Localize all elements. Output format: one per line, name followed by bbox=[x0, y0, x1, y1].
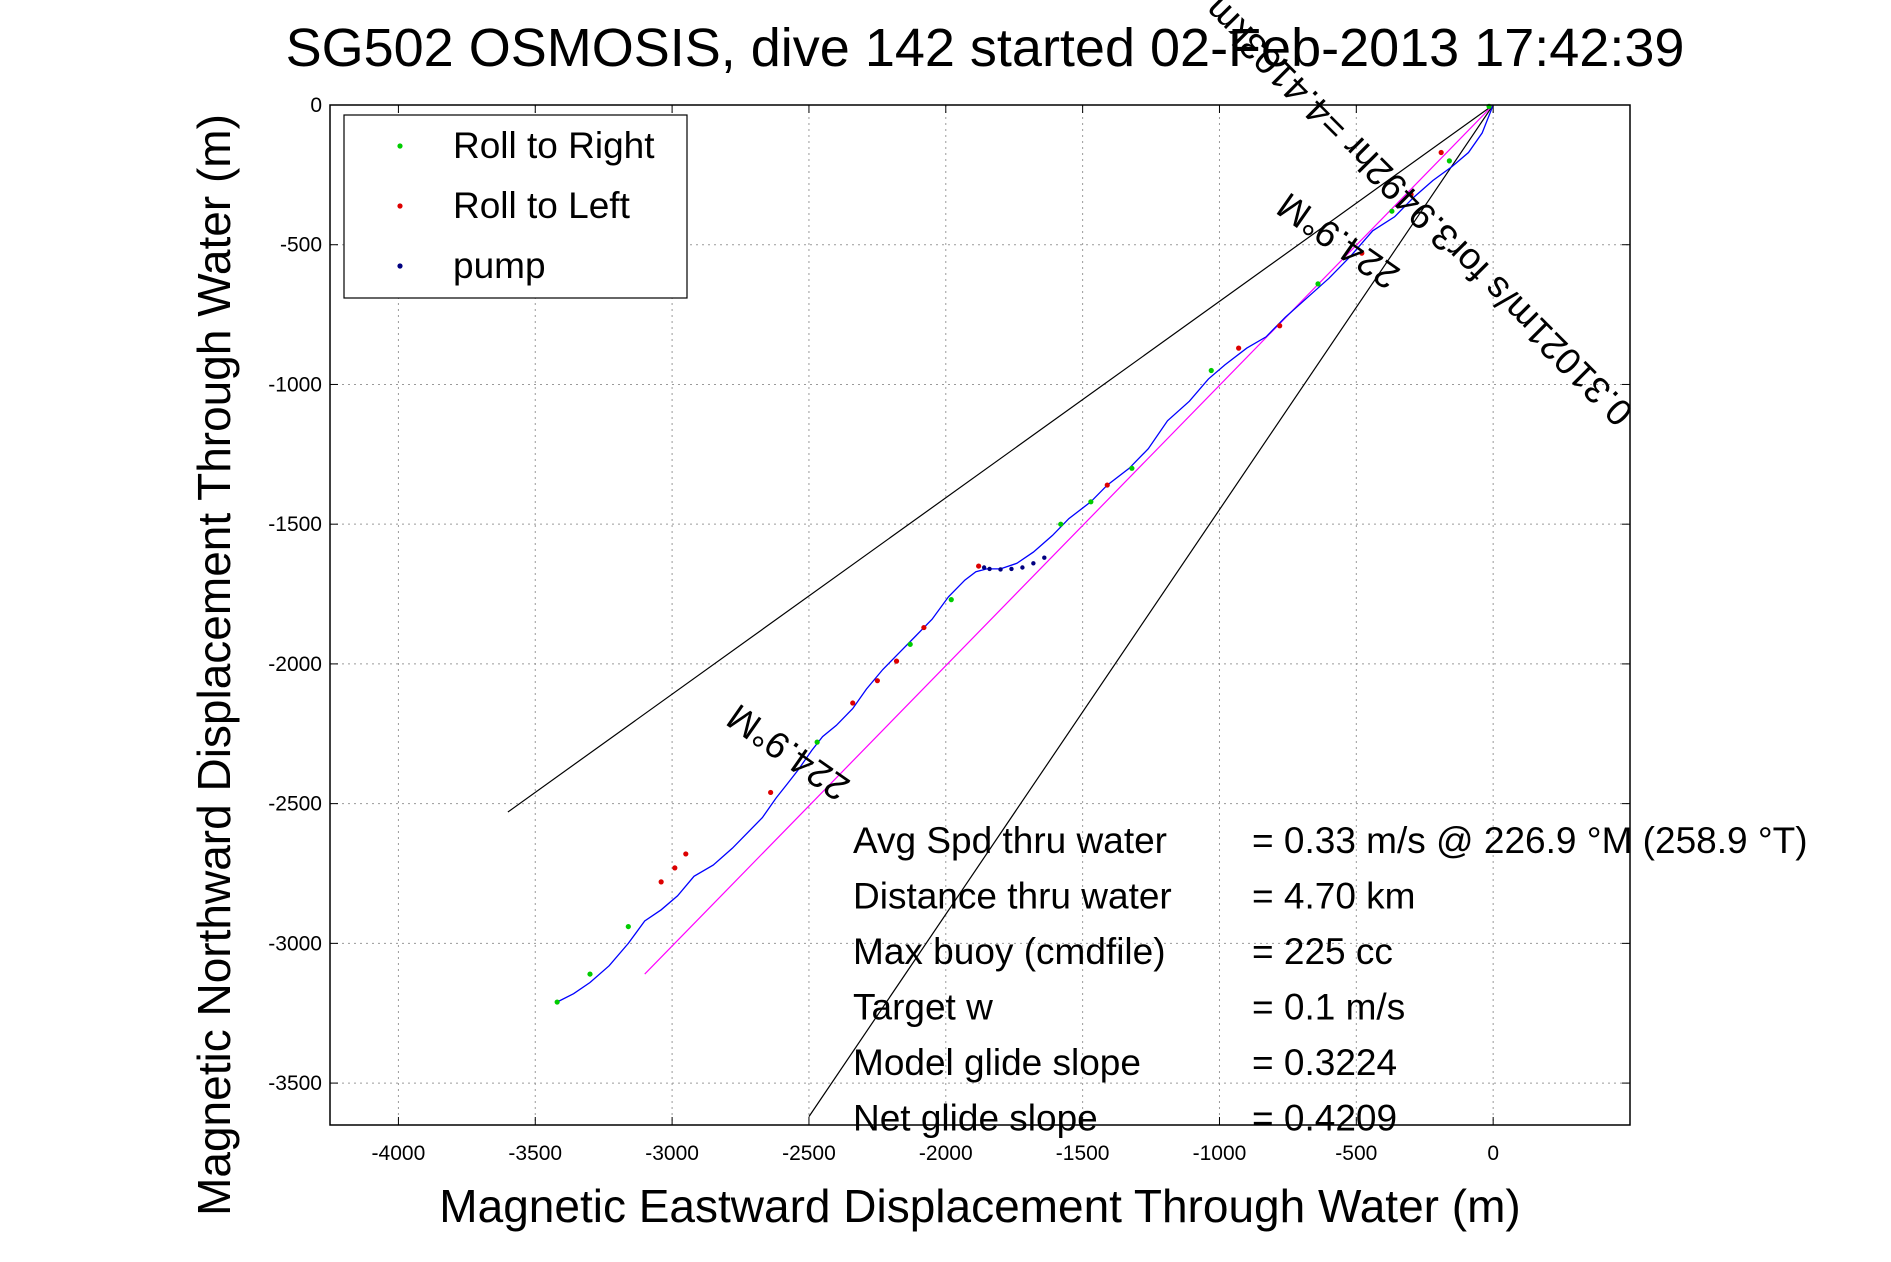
roll-right-point bbox=[1129, 465, 1135, 471]
stat-value: = 4.70 km bbox=[1252, 876, 1416, 917]
legend-marker bbox=[397, 143, 403, 149]
roll-right-point bbox=[1088, 499, 1094, 505]
y-tick-label: -2500 bbox=[268, 793, 322, 816]
roll-left-point bbox=[768, 789, 774, 796]
y-tick-label: -1000 bbox=[268, 373, 322, 396]
y-tick-label: -1500 bbox=[268, 513, 322, 536]
roll-left-point bbox=[672, 865, 678, 871]
x-tick-label: 0 bbox=[1487, 1142, 1499, 1165]
legend-label: Roll to Left bbox=[453, 185, 631, 226]
pump-point bbox=[1042, 555, 1047, 560]
stat-value: = 0.3224 bbox=[1252, 1042, 1397, 1083]
track bbox=[556, 104, 1494, 1003]
x-tick-label: -2500 bbox=[782, 1142, 836, 1165]
x-tick-label: -3500 bbox=[508, 1142, 562, 1165]
x-tick-label: -500 bbox=[1335, 1142, 1377, 1165]
reference-line bbox=[808, 104, 1494, 1117]
roll-left-point bbox=[874, 678, 880, 684]
legend: Roll to Right Roll to Left pump bbox=[343, 114, 688, 299]
legend-marker bbox=[397, 263, 403, 269]
roll-right-point bbox=[587, 971, 593, 977]
roll-right-point bbox=[1446, 158, 1452, 164]
roll-left-point bbox=[683, 851, 689, 857]
x-tick-label: -4000 bbox=[372, 1142, 426, 1165]
track-line bbox=[556, 104, 1494, 1003]
y-axis-label: Magnetic Northward Displacement Through … bbox=[188, 114, 240, 1216]
y-axis-ticks: 0 -500 -1000 -1500 -2000 -2500 -3000 -3500 bbox=[268, 94, 1630, 1095]
y-tick-label: -500 bbox=[280, 234, 322, 257]
stats-block: Avg Spd thru water = 0.33 m/s @ 226.9 °M … bbox=[853, 820, 1808, 1139]
reference-line bbox=[507, 104, 1494, 813]
y-tick-label: -2000 bbox=[268, 653, 322, 676]
pump-point bbox=[1031, 561, 1036, 566]
annotation-text: 224.9°M bbox=[720, 696, 857, 809]
roll-right-point bbox=[814, 739, 820, 745]
stat-label: Distance thru water bbox=[853, 876, 1172, 917]
plot-frame bbox=[329, 104, 1631, 1126]
stat-value: = 225 cc bbox=[1252, 931, 1393, 972]
roll-left-point bbox=[850, 700, 856, 706]
stat-label: Net glide slope bbox=[853, 1098, 1098, 1139]
pump-point bbox=[998, 567, 1003, 572]
pump-point bbox=[1020, 565, 1025, 570]
stat-value: = 0.4209 bbox=[1252, 1098, 1397, 1139]
roll-left-point bbox=[1277, 323, 1283, 329]
pump-point bbox=[1009, 566, 1014, 572]
stat-label: Target w bbox=[853, 987, 993, 1028]
stat-label: Avg Spd thru water bbox=[853, 820, 1167, 861]
roll-right-point bbox=[1208, 367, 1214, 374]
roll-left-point bbox=[658, 879, 664, 885]
roll-left-point bbox=[1104, 482, 1110, 488]
y-tick-label: -3000 bbox=[268, 932, 322, 955]
stat-value: = 0.33 m/s @ 226.9 °M (258.9 °T) bbox=[1252, 820, 1808, 861]
x-tick-label: -1000 bbox=[1193, 1142, 1247, 1165]
x-tick-label: -2000 bbox=[919, 1142, 973, 1165]
roll-left-point bbox=[921, 624, 927, 631]
y-tick-label: 0 bbox=[310, 94, 322, 117]
roll-left-point bbox=[1438, 149, 1444, 156]
stat-label: Max buoy (cmdfile) bbox=[853, 931, 1166, 972]
roll-left-point bbox=[1359, 250, 1365, 256]
y-tick-label: -3500 bbox=[268, 1072, 322, 1095]
roll-right-point bbox=[554, 999, 560, 1005]
reference-line bbox=[644, 104, 1494, 975]
pump-point bbox=[981, 565, 987, 570]
roll-right-point bbox=[948, 597, 954, 603]
points bbox=[554, 103, 1492, 1005]
roll-right-point bbox=[625, 923, 631, 930]
roll-left-point bbox=[976, 563, 982, 569]
annotations: 224.9°M0.31021m/s for3.9492hr =4.4103km2… bbox=[720, 0, 1641, 809]
x-axis-ticks: -4000 -3500 -3000 -2500 -2000 -1500 -1000 -500 0 bbox=[372, 105, 1499, 1165]
legend-label: Roll to Right bbox=[453, 125, 655, 166]
roll-right-point bbox=[1058, 521, 1064, 527]
roll-left-point bbox=[1236, 345, 1242, 351]
roll-right-point bbox=[1315, 281, 1321, 287]
reference-lines bbox=[507, 104, 1494, 1117]
roll-left-point bbox=[893, 658, 900, 664]
x-tick-label: -3000 bbox=[645, 1142, 699, 1165]
stat-value: = 0.1 m/s bbox=[1252, 987, 1405, 1028]
x-tick-label: -1500 bbox=[1056, 1142, 1110, 1165]
chart-title: SG502 OSMOSIS, dive 142 started 02-Feb-2… bbox=[286, 18, 1685, 78]
roll-left-point bbox=[1408, 191, 1414, 198]
stat-label: Model glide slope bbox=[853, 1042, 1141, 1083]
pump-point bbox=[987, 566, 992, 572]
roll-right-point bbox=[1389, 208, 1395, 214]
legend-marker bbox=[397, 203, 403, 209]
x-axis-label: Magnetic Eastward Displacement Through W… bbox=[439, 1180, 1520, 1232]
roll-right-point bbox=[907, 641, 913, 647]
legend-label: pump bbox=[453, 245, 546, 286]
